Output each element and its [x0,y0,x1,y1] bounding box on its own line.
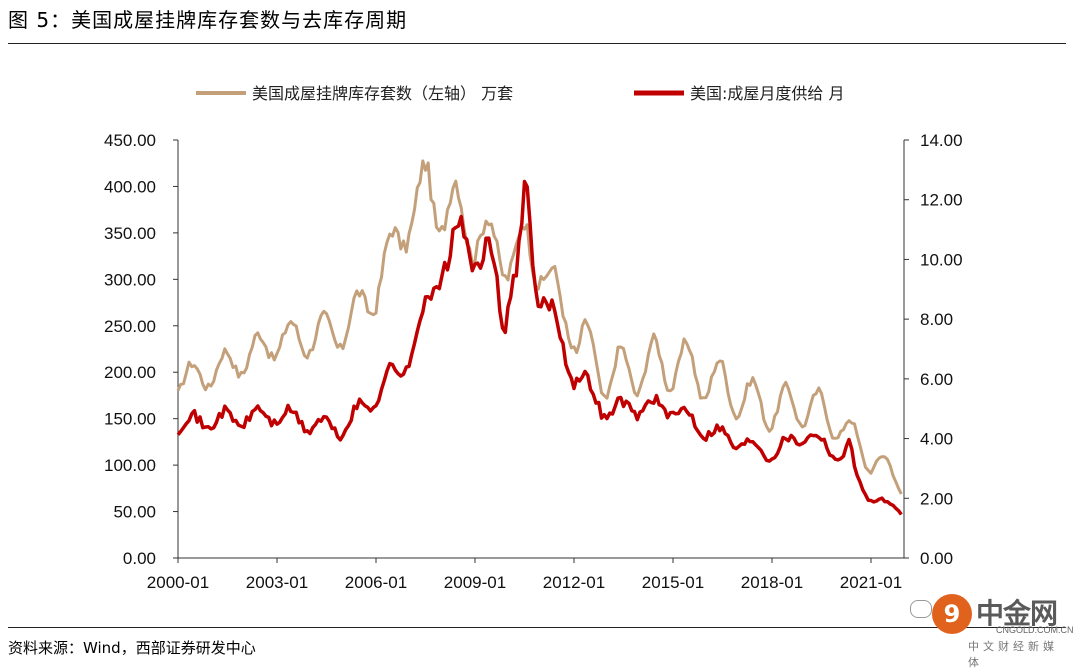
y-right-tick-label: 0.00 [920,549,953,568]
figure-title: 图 5：美国成屋挂牌库存套数与去库存周期 [8,8,408,32]
y-left-tick-label: 250.00 [104,317,156,336]
y-left-tick-label: 150.00 [104,410,156,429]
y-left-tick-label: 200.00 [104,363,156,382]
y-left-tick-label: 400.00 [104,177,156,196]
y-left-tick-label: 350.00 [104,224,156,243]
title-rule [8,43,1066,44]
source-note: 资料来源：Wind，西部证券研发中心 [8,639,256,657]
dual-axis-line-chart: 美国成屋挂牌库存套数（左轴） 万套 美国:成屋月度供给 月 0.00 50.00 1… [104,84,963,592]
wechat-icon [910,600,932,618]
x-tick-label: 2018-01 [741,573,803,592]
watermark: 9 中金网 CNGOLD.COM.CN 中文财经新媒体 [910,592,1074,669]
series-line-supply [176,179,903,516]
legend-label-supply: 美国:成屋月度供给 月 [690,84,844,103]
y-left-tick-label: 300.00 [104,270,156,289]
x-tick-label: 2003-01 [246,573,308,592]
x-tick-label: 2006-01 [345,573,407,592]
source-rule [8,627,1066,628]
y-left-tick-label: 450.00 [104,131,156,150]
legend-label-inventory: 美国成屋挂牌库存套数（左轴） 万套 [252,84,513,103]
y-right-tick-label: 6.00 [920,370,953,389]
legend: 美国成屋挂牌库存套数（左轴） 万套 美国:成屋月度供给 月 [196,84,844,103]
x-tick-label: 2000-01 [147,573,209,592]
y-right-tick-label: 2.00 [920,489,953,508]
y-right-tick-label: 10.00 [920,250,963,269]
axes: 0.00 50.00 100.00 150.00 200.00 250.00 300.00 3… [104,131,963,592]
y-left-tick-label: 100.00 [104,456,156,475]
y-right-tick-label: 12.00 [920,191,963,210]
x-tick-label: 2009-01 [444,573,506,592]
y-left-tick-label: 0.00 [123,549,156,568]
y-right-tick-label: 4.00 [920,430,953,449]
x-tick-label: 2015-01 [642,573,704,592]
y-right-tick-label: 8.00 [920,310,953,329]
y-right-tick-label: 14.00 [920,131,963,150]
watermark-logo-icon: 9 [932,594,972,634]
x-tick-label: 2021-01 [840,573,902,592]
y-left-tick-label: 50.00 [113,503,156,522]
watermark-url: CNGOLD.COM.CN [996,625,1074,635]
watermark-name: 中金网 [976,597,1058,630]
x-tick-label: 2012-01 [543,573,605,592]
series-line-inventory [176,159,903,495]
watermark-subtitle: 中文财经新媒体 [968,640,1058,669]
series-layer [176,159,903,516]
